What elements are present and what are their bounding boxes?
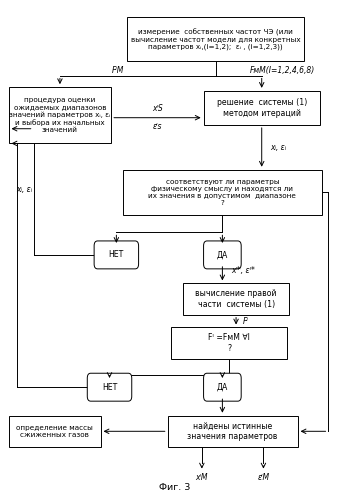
- Text: xᵢ, εᵢ: xᵢ, εᵢ: [16, 185, 32, 194]
- Text: Fᴵ =FᴍM ∀I
?: Fᴵ =FᴍM ∀I ?: [208, 334, 250, 353]
- FancyBboxPatch shape: [123, 170, 321, 214]
- Text: xᴵS: xᴵS: [152, 104, 163, 114]
- FancyBboxPatch shape: [203, 241, 241, 269]
- Text: xᴵ*, εᴵ*: xᴵ*, εᴵ*: [231, 266, 255, 275]
- Text: εᴵM: εᴵM: [257, 474, 269, 482]
- FancyBboxPatch shape: [87, 373, 132, 401]
- Text: определение массы
сжиженных газов: определение массы сжиженных газов: [16, 425, 93, 438]
- Text: ДА: ДА: [217, 382, 228, 392]
- FancyBboxPatch shape: [168, 416, 298, 447]
- Text: измерение  собственных частот ЧЭ (или
вычисление частот модели для конкретных
па: измерение собственных частот ЧЭ (или выч…: [131, 28, 300, 50]
- Text: FᴍM(I=1,2,4,6,8): FᴍM(I=1,2,4,6,8): [250, 66, 315, 74]
- Text: НЕТ: НЕТ: [102, 382, 117, 392]
- Text: Fᴵ: Fᴵ: [243, 316, 248, 326]
- FancyBboxPatch shape: [203, 91, 320, 125]
- FancyBboxPatch shape: [94, 241, 139, 269]
- Text: xᵢ, εᵢ: xᵢ, εᵢ: [270, 143, 287, 152]
- FancyBboxPatch shape: [9, 87, 111, 144]
- Text: Фиг. 3: Фиг. 3: [159, 482, 190, 492]
- FancyBboxPatch shape: [183, 284, 289, 314]
- Text: ДА: ДА: [217, 250, 228, 260]
- FancyBboxPatch shape: [171, 328, 287, 359]
- Text: xᴵM: xᴵM: [195, 474, 208, 482]
- Text: процедура оценки
ожидаемых диапазонов
значений параметров xᵢ, εᵢ
и выбора их нач: процедура оценки ожидаемых диапазонов зн…: [9, 98, 111, 133]
- Text: НЕТ: НЕТ: [109, 250, 124, 260]
- FancyBboxPatch shape: [127, 17, 304, 62]
- Text: найдены истинные
значения параметров: найдены истинные значения параметров: [187, 422, 278, 441]
- Text: соответствуют ли параметры
физическому смыслу и находятся ли
их значения в допус: соответствуют ли параметры физическому с…: [148, 178, 296, 206]
- Text: εᴵs: εᴵs: [153, 122, 162, 131]
- Text: вычисление правой
части  системы (1): вычисление правой части системы (1): [195, 290, 277, 308]
- Text: FᴵM: FᴵM: [112, 66, 124, 74]
- Text: решение  системы (1)
методом итераций: решение системы (1) методом итераций: [217, 98, 307, 117]
- FancyBboxPatch shape: [203, 373, 241, 401]
- FancyBboxPatch shape: [9, 416, 101, 447]
